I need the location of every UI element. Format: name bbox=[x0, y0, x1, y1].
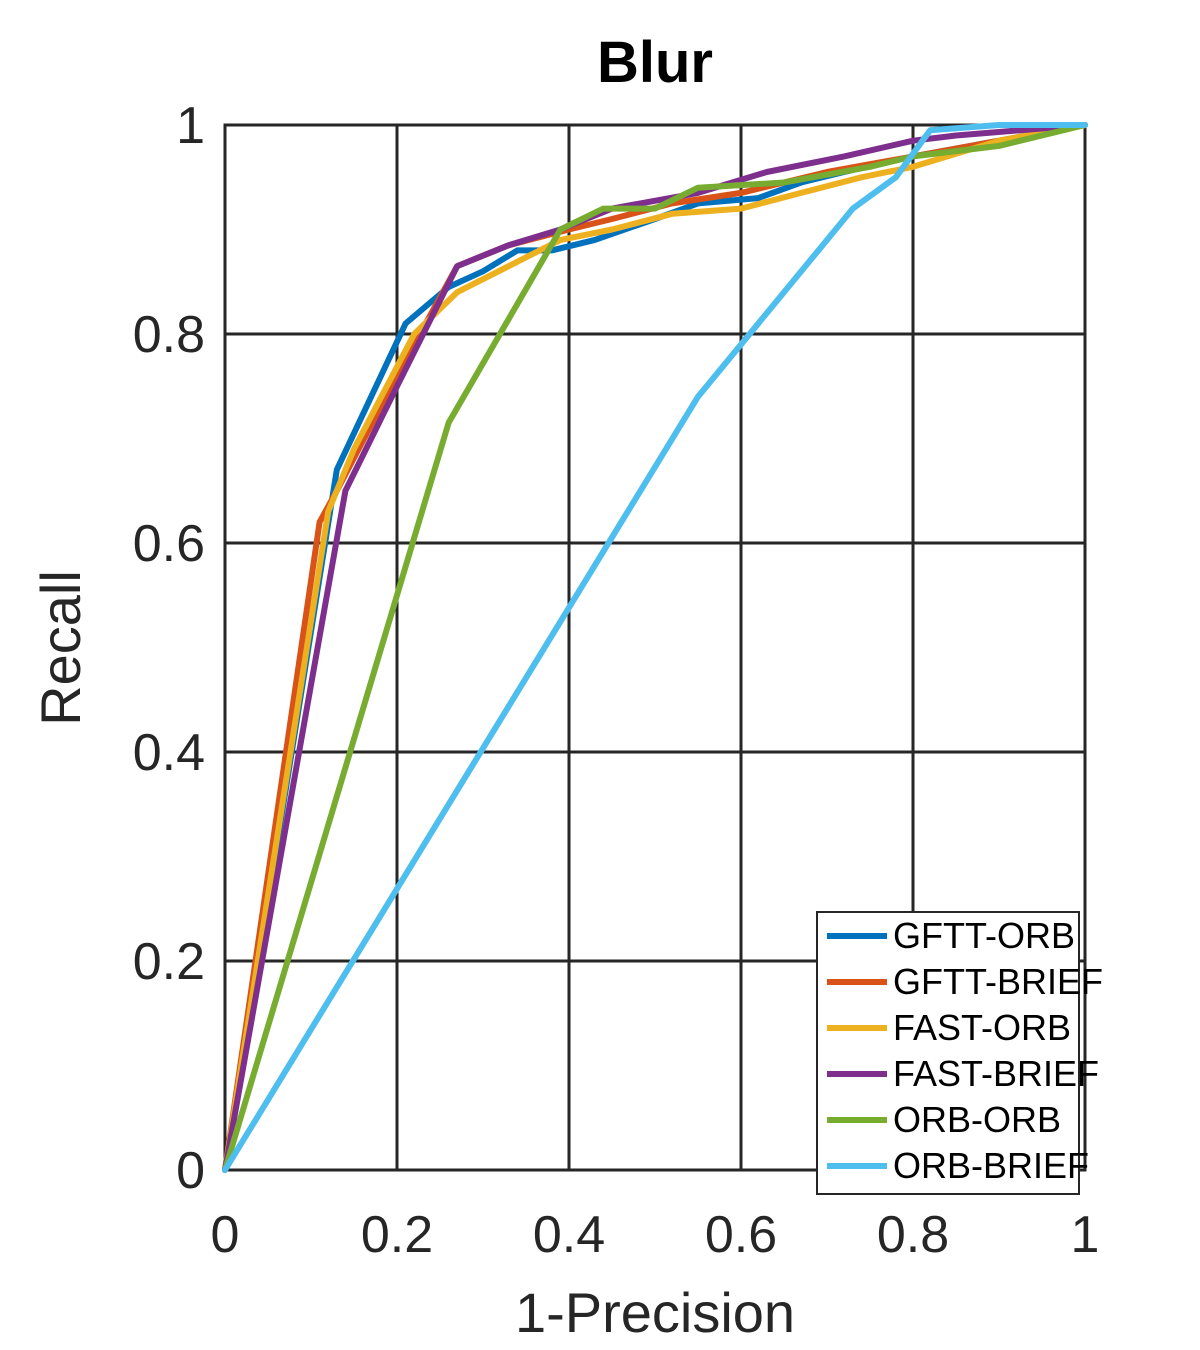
y-axis-title: Recall bbox=[29, 570, 92, 726]
plot-frame bbox=[223, 123, 1087, 1172]
y-tick-label: 0.4 bbox=[133, 724, 205, 782]
legend-label: ORB-BRIEF bbox=[893, 1145, 1089, 1186]
y-tick-label: 1 bbox=[176, 97, 205, 155]
series-layer bbox=[222, 122, 1088, 1173]
legend: GFTT-ORB GFTT-BRIEF FAST-ORB FAST-BRIEF ORB-… bbox=[816, 911, 1103, 1195]
y-tick-label: 0 bbox=[176, 1142, 205, 1200]
x-tick-label: 1 bbox=[1071, 1206, 1100, 1264]
series-line-fast-orb bbox=[222, 122, 1088, 1173]
series-line-orb-brief bbox=[222, 122, 1088, 1173]
legend-box bbox=[816, 911, 1080, 1195]
tick-labels: 0 0.2 0.4 0.6 0.8 1 0 0.2 0.4 0.6 0.8 1 bbox=[133, 97, 1100, 1264]
grid bbox=[223, 123, 1087, 1172]
x-tick-label: 0.8 bbox=[877, 1206, 949, 1264]
legend-label: FAST-ORB bbox=[893, 1007, 1071, 1048]
x-tick-label: 0.6 bbox=[705, 1206, 777, 1264]
x-tick-label: 0.4 bbox=[533, 1206, 605, 1264]
y-tick-label: 0.2 bbox=[133, 933, 205, 991]
y-tick-label: 0.8 bbox=[133, 306, 205, 364]
x-tick-label: 0.2 bbox=[361, 1206, 433, 1264]
y-tick-label: 0.6 bbox=[133, 515, 205, 573]
legend-label: ORB-ORB bbox=[893, 1099, 1061, 1140]
legend-label: FAST-BRIEF bbox=[893, 1053, 1099, 1094]
x-axis-title: 1-Precision bbox=[515, 1281, 795, 1344]
legend-label: GFTT-ORB bbox=[893, 915, 1075, 956]
legend-label: GFTT-BRIEF bbox=[893, 961, 1103, 1002]
series-line-orb-orb bbox=[222, 122, 1088, 1173]
chart-title: Blur bbox=[597, 30, 713, 95]
x-tick-label: 0 bbox=[211, 1206, 240, 1264]
